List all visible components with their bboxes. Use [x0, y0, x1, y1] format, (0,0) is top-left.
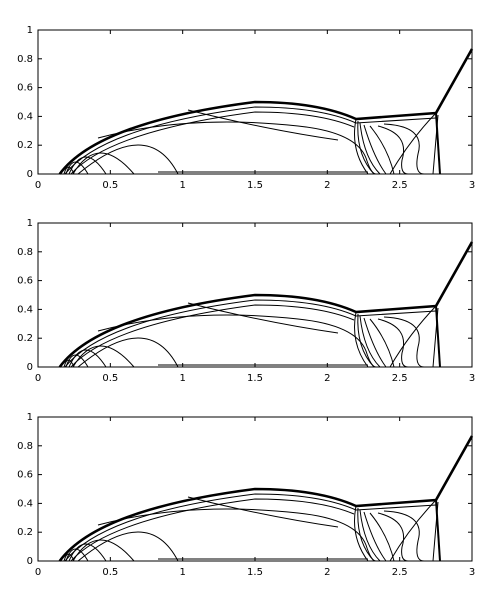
- x-tick-label: 2.5: [392, 180, 408, 191]
- x-tick-label: 0: [35, 180, 41, 191]
- contour-panel: 0 0.5 1 1.5 2 2.5 3 0 0.2 0.4 0.6 0.8 1: [17, 218, 475, 384]
- y-tick-label: 1: [27, 218, 33, 229]
- contour-lines: [58, 47, 474, 176]
- y-tick-label: 0.4: [17, 304, 33, 315]
- x-tick-label: 2.5: [392, 373, 408, 384]
- y-tick-label: 0.2: [17, 527, 33, 538]
- y-tick-label: 0: [27, 556, 33, 567]
- contour-panel: 0 0.5 1 1.5 2 2.5 3 0 0.2 0.4 0.6 0.8 1: [17, 412, 475, 578]
- x-tick-label: 2: [324, 373, 330, 384]
- y-tick-label: 0.6: [17, 470, 33, 481]
- y-tick-label: 1: [27, 412, 33, 423]
- x-tick-label: 1.5: [247, 373, 263, 384]
- y-tick-label: 1: [27, 25, 33, 36]
- y-tick-label: 0.2: [17, 333, 33, 344]
- y-tick-label: 0.4: [17, 111, 33, 122]
- x-tick-label: 0.5: [102, 567, 118, 578]
- contour-panel: 0 0.5 1 1.5 2 2.5 3 0 0.2 0.4 0.6 0.8 1: [17, 25, 475, 191]
- x-tick-label: 1: [179, 373, 185, 384]
- x-tick-label: 3: [469, 567, 475, 578]
- x-tick-label: 1: [179, 567, 185, 578]
- contour-lines: [58, 240, 474, 369]
- x-tick-label: 0.5: [102, 373, 118, 384]
- x-tick-label: 2: [324, 567, 330, 578]
- y-tick-label: 0.2: [17, 140, 33, 151]
- x-tick-label: 2: [324, 180, 330, 191]
- y-tick-label: 0.6: [17, 276, 33, 287]
- x-tick-label: 0.5: [102, 180, 118, 191]
- y-tick-label: 0: [27, 169, 33, 180]
- y-tick-label: 0.6: [17, 83, 33, 94]
- x-tick-label: 1.5: [247, 567, 263, 578]
- y-tick-label: 0.8: [17, 441, 33, 452]
- y-tick-label: 0.8: [17, 247, 33, 258]
- x-tick-label: 3: [469, 180, 475, 191]
- x-tick-label: 2.5: [392, 567, 408, 578]
- panels: 0 0.5 1 1.5 2 2.5 3 0 0.2 0.4 0.6 0.8 1 0 0.5 1 1.5 2 2.5 3…: [17, 25, 475, 578]
- x-tick-label: 0: [35, 373, 41, 384]
- x-tick-label: 3: [469, 373, 475, 384]
- contour-lines: [58, 434, 474, 563]
- x-tick-label: 1: [179, 180, 185, 191]
- x-tick-label: 0: [35, 567, 41, 578]
- y-tick-label: 0: [27, 362, 33, 373]
- x-tick-label: 1.5: [247, 180, 263, 191]
- y-tick-label: 0.4: [17, 498, 33, 509]
- y-tick-label: 0.8: [17, 54, 33, 65]
